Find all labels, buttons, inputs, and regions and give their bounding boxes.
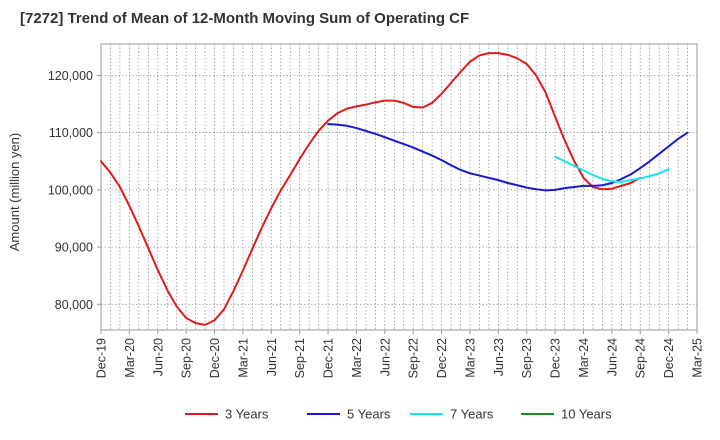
x-tick-label: Dec-24 [662,338,676,378]
legend: 3 Years 5 Years 7 Years 10 Years [185,407,612,422]
x-tick-label: Jun-23 [492,338,506,376]
x-tick-label: Sep-23 [520,338,534,378]
y-tick-label: 100,000 [48,183,93,197]
axis-labels: 80,000 90,000 100,000 110,000 120,000 Dec-19 M… [48,69,705,378]
x-tick-label: Sep-22 [407,338,421,378]
x-tick-label: Mar-22 [350,338,364,378]
x-tick-label: Dec-21 [322,338,336,378]
legend-label: 10 Years [561,407,612,422]
x-tick-label: Jun-20 [151,338,165,376]
x-tick-label: Mar-25 [691,338,705,378]
grid [101,44,697,330]
plot-area [100,43,698,331]
series-line-3-years [100,52,642,326]
chart-title: [7272] Trend of Mean of 12-Month Moving … [20,10,470,27]
x-tick-label: Dec-22 [435,338,449,378]
x-tick-label: Mar-23 [463,338,477,378]
y-tick-label: 80,000 [55,298,93,312]
x-tick-label: Dec-19 [95,338,109,378]
y-tick-label: 120,000 [48,69,93,83]
series-layer [100,52,689,326]
x-tick-label: Mar-24 [577,338,591,378]
series-line-5-years [327,123,689,192]
y-axis-label: Amount (million yen) [7,133,22,252]
x-tick-label: Jun-24 [605,338,619,376]
y-tick-label: 110,000 [49,126,93,140]
x-tick-label: Mar-21 [236,338,250,378]
x-tick-label: Sep-24 [634,338,648,378]
x-tick-label: Dec-23 [549,338,563,378]
x-tick-label: Jun-22 [378,338,392,376]
x-tick-label: Sep-21 [293,338,307,378]
x-tick-label: Mar-20 [123,338,137,378]
legend-label: 3 Years [225,407,269,422]
x-tick-label: Jun-21 [265,338,279,376]
legend-label: 5 Years [347,407,391,422]
series-line-7-years [554,155,670,183]
legend-label: 7 Years [450,407,494,422]
y-tick-label: 90,000 [55,241,93,255]
x-tick-label: Sep-20 [180,338,194,378]
x-tick-label: Dec-20 [208,338,222,378]
